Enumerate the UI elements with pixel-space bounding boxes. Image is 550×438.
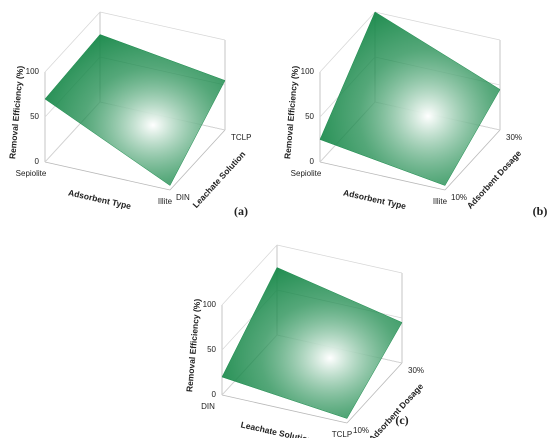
y-axis-title: Adsorbent Dosage (465, 148, 524, 211)
grid-line (221, 244, 278, 306)
z-tick-label: 0 (212, 390, 217, 399)
y-category-label: 10% (353, 426, 369, 435)
z-tick-label: 50 (305, 112, 314, 121)
z-tick-label: 100 (26, 67, 40, 76)
z-tick-label: 0 (35, 157, 40, 166)
box-edge (221, 394, 348, 424)
panel-label: (b) (533, 204, 548, 218)
x-category-label: TCLP (332, 430, 352, 438)
x-category-label: Illite (433, 197, 448, 206)
z-axis-title: Removal Efficiency (%) (282, 65, 300, 159)
z-tick-label: 50 (207, 345, 216, 354)
y-category-label: 30% (506, 133, 522, 142)
box-edge (169, 129, 226, 191)
surface (221, 267, 403, 419)
y-category-label: 10% (451, 193, 467, 202)
y-axis-title: Adsorbent Dosage (367, 381, 426, 438)
grid-line (374, 11, 501, 41)
panel-label: (c) (395, 413, 408, 427)
x-category-label: DIN (201, 402, 215, 411)
x-category-label: Sepiolite (16, 169, 47, 178)
x-category-label: Illite (158, 197, 173, 206)
z-axis-title: Removal Efficiency (%) (184, 298, 202, 392)
grid-line (319, 11, 376, 73)
surface (319, 11, 501, 186)
grid-line (276, 244, 403, 274)
z-tick-label: 100 (301, 67, 315, 76)
box-edge (346, 362, 403, 424)
panel-label: (a) (234, 204, 248, 218)
z-axis-title: Removal Efficiency (%) (7, 65, 25, 159)
box-edge (44, 161, 171, 191)
z-tick-label: 100 (203, 300, 217, 309)
z-tick-label: 50 (30, 112, 39, 121)
x-axis-title: Adsorbent Type (67, 187, 132, 211)
z-tick-label: 0 (310, 157, 315, 166)
y-category-label: 30% (408, 366, 424, 375)
box-edge (444, 129, 501, 191)
x-axis-title: Adsorbent Type (342, 187, 407, 211)
y-category-label: TCLP (231, 133, 251, 142)
grid-line (44, 11, 101, 73)
x-axis-title: Leachate Solution (240, 419, 314, 438)
y-category-label: DIN (176, 193, 190, 202)
x-category-label: Sepiolite (291, 169, 322, 178)
grid-line (99, 11, 226, 41)
surface (44, 34, 226, 186)
box-edge (319, 161, 446, 191)
